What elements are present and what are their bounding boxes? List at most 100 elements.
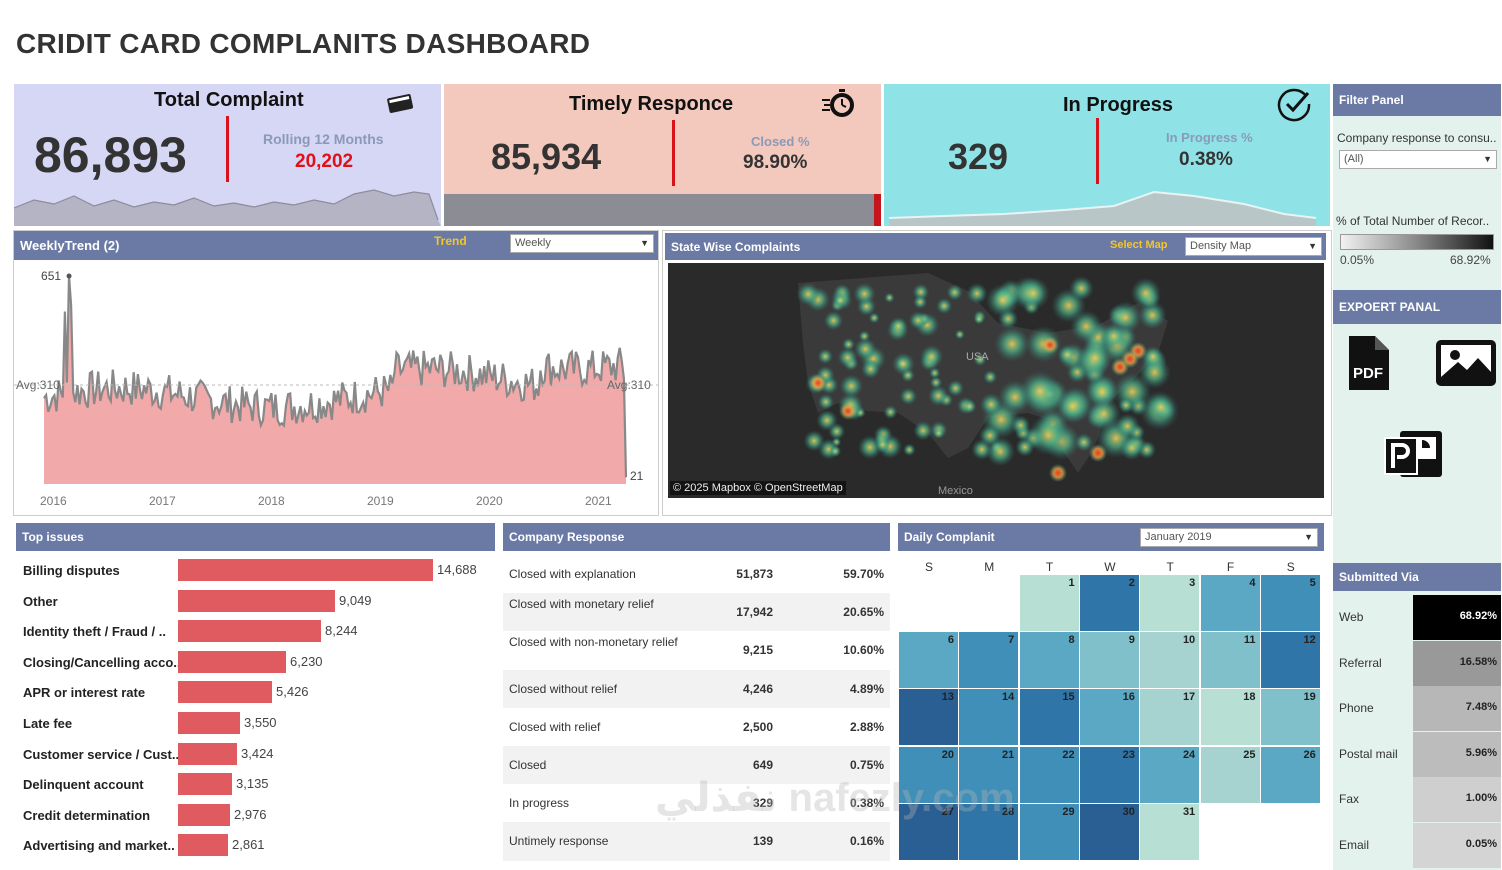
issue-row[interactable]: Customer service / Cust.. 3,424	[18, 740, 498, 770]
submitted-via-row[interactable]: Fax 1.00%	[1333, 777, 1501, 822]
calendar-day[interactable]: 2	[1079, 575, 1140, 632]
calendar-day[interactable]: 20	[899, 746, 959, 804]
density-blob	[954, 329, 965, 340]
day-number: 2	[1128, 577, 1135, 589]
issue-row[interactable]: APR or interest rate 5,426	[18, 678, 498, 708]
density-blob	[860, 359, 881, 379]
issue-row[interactable]: Identity theft / Fraud / .. 8,244	[18, 617, 498, 647]
response-row[interactable]: Untimely response 139 0.16%	[503, 822, 890, 861]
calendar-day[interactable]: 3	[1140, 575, 1201, 632]
issue-row[interactable]: Credit determination 2,976	[18, 801, 498, 831]
year-tick-label: 2017	[149, 494, 176, 508]
weekday-label: S	[924, 560, 933, 574]
density-map[interactable]: USA Mexico	[668, 263, 1324, 498]
calendar-day[interactable]: 1	[1019, 575, 1080, 632]
issue-bar	[178, 589, 335, 612]
density-blob	[919, 344, 944, 369]
issue-row[interactable]: Closing/Cancelling acco.. 6,230	[18, 648, 498, 678]
via-channel: Phone	[1339, 701, 1374, 715]
map-type-dropdown[interactable]: Density Map ▼	[1185, 237, 1322, 256]
density-blob	[979, 392, 1003, 416]
response-row[interactable]: Closed 649 0.75%	[503, 746, 890, 785]
calendar-day[interactable]: 11	[1200, 632, 1261, 690]
calendar-day[interactable]: 14	[959, 689, 1020, 747]
calendar-day[interactable]: 6	[899, 632, 959, 690]
via-percent: 16.58%	[1459, 655, 1497, 668]
dashboard-title: CRIDIT CARD COMPLANITS DASHBOARD	[16, 28, 591, 59]
issue-value: 2,976	[234, 806, 267, 822]
calendar-day[interactable]: 23	[1079, 746, 1140, 804]
powerpoint-export-button[interactable]	[1384, 428, 1444, 482]
calendar-day[interactable]: 15	[1019, 689, 1080, 747]
calendar-day[interactable]: 9	[1079, 632, 1140, 690]
calendar-day[interactable]: 21	[959, 746, 1020, 804]
issue-row[interactable]: Other 9,049	[18, 587, 498, 617]
filter-panel-header: Filter Panel	[1333, 84, 1501, 116]
issue-row[interactable]: Advertising and market.. 2,861	[18, 831, 498, 861]
calendar-day[interactable]: 5	[1260, 575, 1321, 632]
density-blob	[962, 399, 977, 414]
submitted-via-row[interactable]: Web 68.92%	[1333, 595, 1501, 640]
calendar-day[interactable]: 10	[1140, 632, 1201, 690]
calendar-day[interactable]: 26	[1260, 746, 1321, 804]
day-number: 31	[1182, 805, 1196, 818]
issue-row[interactable]: Billing disputes 14,688	[18, 556, 498, 586]
day-number: 27	[941, 805, 954, 818]
top-issues-header: Top issues	[16, 523, 495, 551]
calendar-day[interactable]: 19	[1260, 689, 1321, 747]
response-row[interactable]: Closed with relief 2,500 2.88%	[503, 707, 890, 746]
submitted-via-row[interactable]: Email 0.05%	[1333, 822, 1501, 868]
via-percent: 7.48%	[1465, 701, 1497, 713]
density-blob	[817, 348, 834, 365]
calendar-day[interactable]: 22	[1019, 746, 1080, 804]
day-number: 6	[947, 634, 954, 647]
response-row[interactable]: Closed without relief 4,246 4.89%	[503, 669, 890, 708]
powerpoint-icon	[1384, 431, 1442, 477]
response-row[interactable]: In progress 329 0.38%	[503, 784, 890, 823]
density-blob	[1142, 345, 1164, 368]
top-issues-title: Top issues	[22, 530, 84, 544]
issue-row[interactable]: Late fee 3,550	[18, 709, 498, 739]
calendar-day[interactable]: 24	[1140, 746, 1201, 804]
calendar-day[interactable]: 7	[959, 632, 1020, 690]
density-blob	[946, 284, 963, 301]
company-response-filter[interactable]: (All) ▼	[1339, 150, 1497, 169]
response-row[interactable]: Closed with explanation 51,873 59.70%	[503, 555, 890, 594]
calendar-day[interactable]: 29	[1019, 803, 1080, 861]
issue-label: Delinquent account	[23, 777, 144, 793]
calendar-day[interactable]: 30	[1079, 803, 1140, 861]
submitted-via-row[interactable]: Referral 16.58%	[1333, 640, 1501, 686]
calendar-day[interactable]: 25	[1200, 746, 1261, 804]
density-blob	[1130, 277, 1162, 309]
issue-row[interactable]: Delinquent account 3,135	[18, 770, 498, 800]
day-number: 9	[1128, 634, 1135, 647]
day-number: 3	[1189, 577, 1196, 589]
calendar-day[interactable]: 28	[959, 803, 1020, 861]
trend-period-dropdown[interactable]: Weekly ▼	[510, 234, 654, 253]
response-row[interactable]: Closed with monetary relief 17,942 20.65%	[503, 593, 890, 632]
calendar-day[interactable]: 4	[1200, 575, 1261, 632]
image-export-button[interactable]	[1434, 338, 1498, 388]
calendar-day[interactable]: 13	[899, 689, 959, 747]
calendar-day[interactable]: 27	[899, 803, 959, 861]
calendar-day[interactable]: 18	[1200, 689, 1261, 747]
via-channel: Referral	[1339, 655, 1382, 670]
avg-left-label: Avg:310	[16, 378, 60, 392]
issue-bar	[178, 742, 237, 765]
submitted-via-row[interactable]: Phone 7.48%	[1333, 686, 1501, 731]
pdf-export-button[interactable]: PDF	[1345, 334, 1391, 392]
calendar-day[interactable]: 12	[1260, 632, 1321, 690]
response-row[interactable]: Closed with non-monetary relief 9,215 10.6…	[503, 631, 890, 670]
submitted-via-row[interactable]: Postal mail 5.96%	[1333, 731, 1501, 777]
calendar-day[interactable]: 17	[1140, 689, 1201, 747]
day-number: 29	[1062, 805, 1075, 818]
month-dropdown[interactable]: January 2019 ▼	[1140, 528, 1318, 547]
via-percent-cell: 16.58%	[1413, 640, 1501, 686]
kpi-progress-sub-value: 0.38%	[1179, 149, 1233, 170]
calendar-day[interactable]: 16	[1079, 689, 1140, 747]
density-hotspot	[1041, 336, 1059, 354]
calendar-day[interactable]: 31	[1140, 803, 1201, 861]
filter-panel-title: Filter Panel	[1339, 93, 1404, 107]
calendar-day[interactable]: 8	[1019, 632, 1080, 690]
response-percent: 59.70%	[843, 567, 884, 581]
